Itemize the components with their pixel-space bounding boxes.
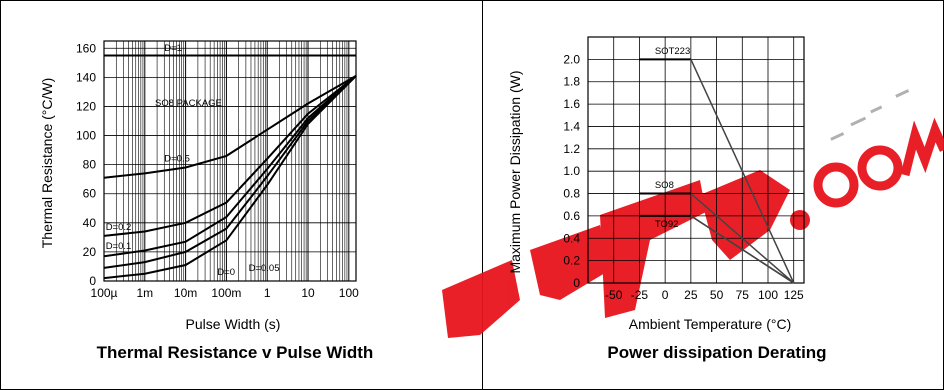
left-series-line-D=0.5: [103, 75, 357, 179]
left-chart-xlabel: Pulse Width (s): [186, 316, 281, 332]
left-chart-ylabel: Thermal Resistance (°C/W): [39, 78, 55, 249]
left-y-tick-label: 80: [83, 158, 97, 172]
left-series-line-D=0: [103, 75, 357, 280]
left-y-tick-label: 60: [83, 187, 97, 201]
left-series-label: D=0.2: [106, 222, 132, 233]
right-chart-tick-labels: 0 0.2 0.4 0.6 0.8 1.0 1.2 1.4 1.6 1.8 2.0 -50 -25 0 25…: [563, 52, 804, 302]
left-chart-title: Thermal Resistance v Pulse Width: [97, 343, 374, 362]
left-y-tick-label: 40: [83, 216, 97, 230]
right-series-label: SOT223: [655, 46, 690, 57]
right-chart-title: Power dissipation Derating: [607, 343, 826, 362]
right-y-tick-label: 0.2: [563, 254, 580, 268]
right-x-tick-label: -25: [631, 288, 649, 302]
right-series-slope-SO8: [690, 192, 795, 284]
right-y-tick-label: 1.8: [563, 75, 580, 89]
right-x-tick-label: 50: [710, 288, 724, 302]
right-y-tick-label: 1.4: [563, 119, 580, 133]
panel-divider: [482, 0, 483, 390]
right-y-tick-label: 1.0: [563, 164, 580, 178]
left-series-label: D=0: [217, 267, 235, 278]
right-chart-series-labels: SOT223 SO8 TO92: [655, 46, 690, 230]
left-chart-annotation: SO8 PACKAGE: [155, 98, 222, 109]
left-series-label: D=0.1: [106, 241, 132, 252]
left-chart-grid: [103, 40, 357, 282]
right-series-label: TO92: [655, 219, 679, 230]
right-y-tick-label: 2.0: [563, 52, 580, 66]
left-y-tick-label: 100: [76, 129, 96, 143]
left-series-label: D=1: [164, 43, 182, 54]
left-x-tick-label: 1m: [136, 286, 153, 300]
right-x-tick-label: 125: [784, 288, 804, 302]
right-series-slope-SOT223: [690, 59, 795, 284]
left-x-tick-label: 100µ: [91, 286, 118, 300]
left-chart-series-labels: D=1 D=0.5 D=0.2 D=0.1 D=0.05 D=0: [106, 43, 280, 278]
right-x-tick-label: 0: [662, 288, 669, 302]
right-x-tick-label: 75: [736, 288, 750, 302]
right-y-tick-label: 1.2: [563, 142, 580, 156]
right-y-tick-label: 0.4: [563, 231, 580, 245]
right-chart-series: [639, 58, 795, 284]
right-chart-xlabel: Ambient Temperature (°C): [629, 316, 792, 332]
left-x-tick-label: 100m: [211, 286, 241, 300]
left-chart-tick-labels: 0 20 40 60 80 100 120 140 160 100µ 1m 10m 100m 1 10 100: [76, 41, 359, 300]
right-y-tick-label: 0.6: [563, 209, 580, 223]
right-x-tick-label: 25: [684, 288, 698, 302]
left-y-tick-label: 140: [76, 70, 96, 84]
right-y-tick-label: 0: [573, 276, 580, 290]
right-chart-grid: [587, 36, 805, 284]
right-y-tick-label: 1.6: [563, 97, 580, 111]
left-series-line-D=0.1: [103, 75, 357, 258]
left-series-label: D=0.05: [249, 263, 280, 274]
left-x-tick-label: 10m: [174, 286, 197, 300]
right-y-tick-label: 0.8: [563, 187, 580, 201]
left-y-tick-label: 0: [89, 274, 96, 288]
left-x-tick-label: 1: [264, 286, 271, 300]
right-plot-border: [587, 36, 805, 284]
left-series-line-D=0.05: [103, 75, 357, 269]
left-series-label: D=0.5: [164, 154, 190, 165]
left-chart-series: [103, 54, 357, 280]
left-y-tick-label: 20: [83, 245, 97, 259]
right-series-label: SO8: [655, 180, 674, 191]
right-series-extra-line: [690, 215, 795, 284]
left-x-tick-label: 10: [301, 286, 315, 300]
left-plot-border: [103, 40, 357, 282]
right-chart-ylabel: Maximum Power Dissipation (W): [507, 70, 523, 273]
left-series-line-D=0.2: [103, 75, 357, 237]
left-y-tick-label: 160: [76, 41, 96, 55]
left-x-tick-label: 100: [339, 286, 359, 300]
right-x-tick-label: 100: [758, 288, 778, 302]
right-x-tick-label: -50: [605, 288, 623, 302]
left-y-tick-label: 120: [76, 99, 96, 113]
